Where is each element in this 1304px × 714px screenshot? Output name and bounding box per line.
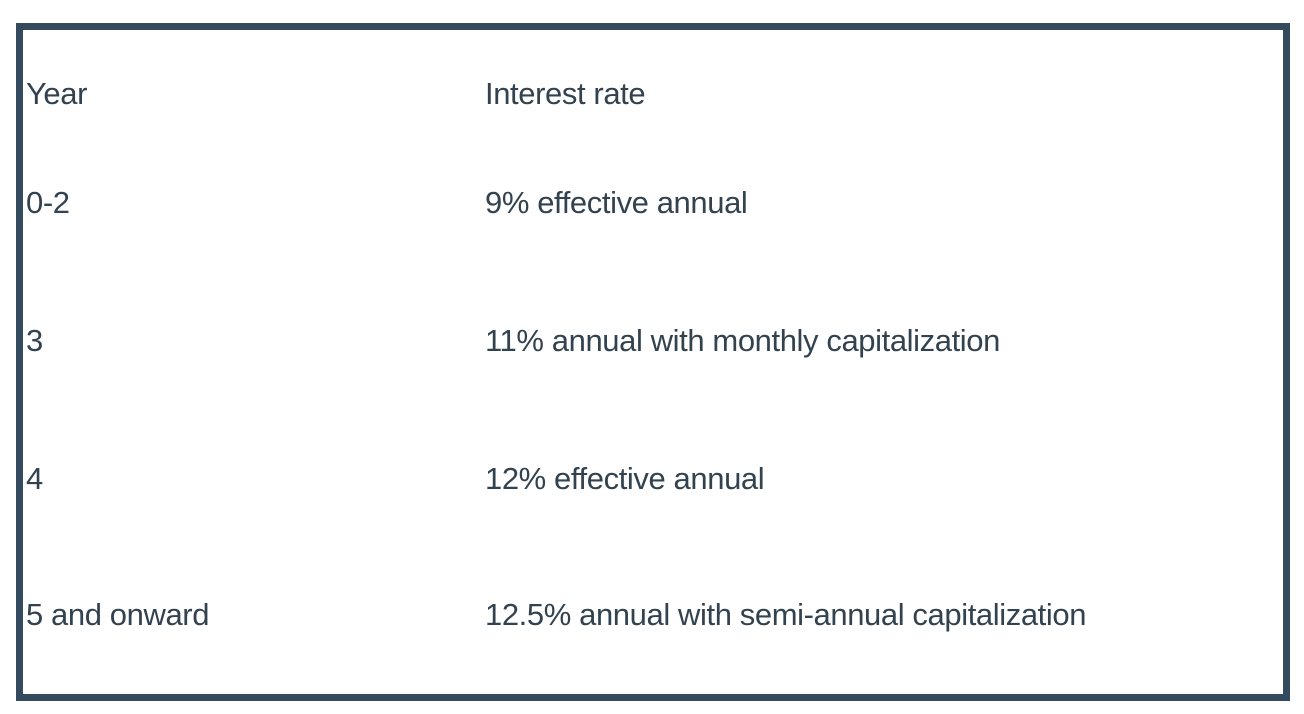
- column-header-interest-rate: Interest rate: [485, 76, 646, 112]
- interest-rate-table: Year Interest rate 0-2 9% effective annu…: [16, 23, 1290, 701]
- table-row-year: 3: [26, 323, 43, 359]
- table-row-year: 4: [26, 461, 43, 497]
- table-row-rate: 12% effective annual: [485, 461, 765, 497]
- table-row-year: 0-2: [26, 185, 70, 221]
- table-row-year: 5 and onward: [26, 597, 210, 633]
- table-row-rate: 11% annual with monthly capitalization: [485, 323, 1000, 359]
- table-row-rate: 12.5% annual with semi-annual capitaliza…: [485, 597, 1087, 633]
- column-header-year: Year: [26, 76, 88, 112]
- table-row-rate: 9% effective annual: [485, 185, 748, 221]
